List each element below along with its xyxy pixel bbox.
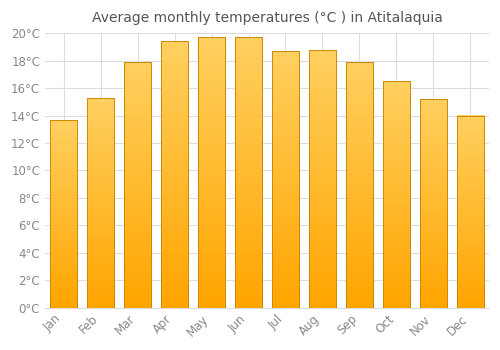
Bar: [234, 37, 262, 308]
Bar: [308, 50, 336, 308]
Bar: [160, 41, 188, 308]
Title: Average monthly temperatures (°C ) in Atitalaquia: Average monthly temperatures (°C ) in At…: [92, 11, 442, 25]
Bar: [346, 62, 374, 308]
Bar: [382, 81, 410, 308]
Bar: [420, 99, 448, 308]
Bar: [272, 51, 299, 308]
Bar: [124, 62, 152, 308]
Bar: [50, 120, 78, 308]
Bar: [198, 37, 226, 308]
Bar: [86, 98, 115, 308]
Bar: [456, 116, 484, 308]
